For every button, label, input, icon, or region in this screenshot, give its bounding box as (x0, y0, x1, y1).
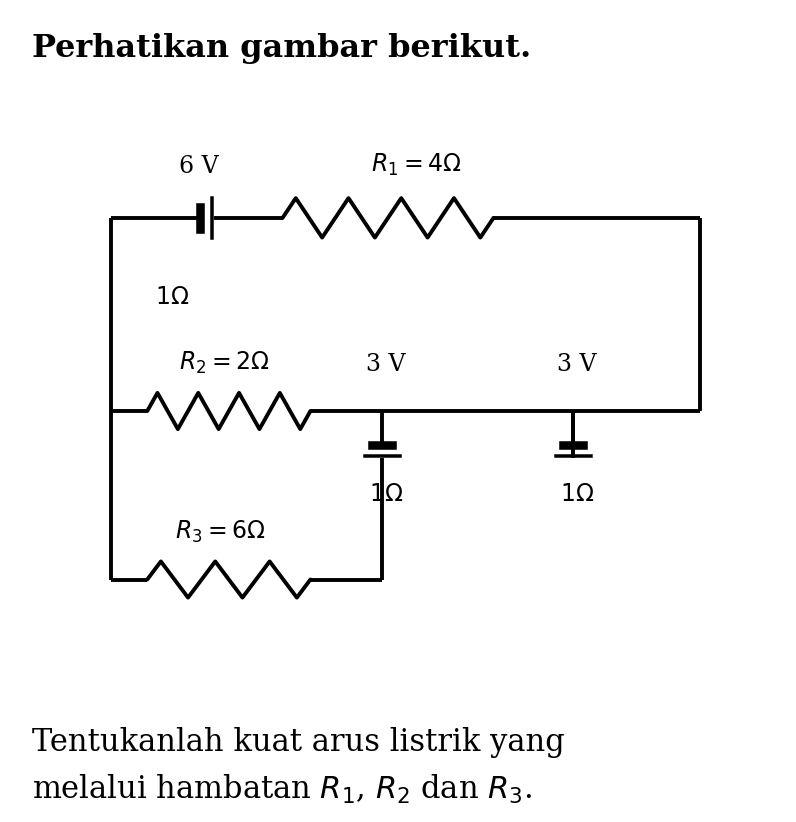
Text: $1\Omega$: $1\Omega$ (369, 483, 403, 506)
Text: Tentukanlah kuat arus listrik yang: Tentukanlah kuat arus listrik yang (32, 727, 564, 759)
Text: $1\Omega$: $1\Omega$ (560, 483, 594, 506)
Text: 6 V: 6 V (179, 155, 219, 178)
Text: Perhatikan gambar berikut.: Perhatikan gambar berikut. (32, 33, 531, 64)
Text: 3 V: 3 V (557, 353, 597, 376)
Text: melalui hambatan $R_1$, $R_2$ dan $R_3$.: melalui hambatan $R_1$, $R_2$ dan $R_3$. (32, 773, 532, 806)
Text: $R_3 = 6\Omega$: $R_3 = 6\Omega$ (175, 519, 267, 545)
Text: $R_1 = 4\Omega$: $R_1 = 4\Omega$ (370, 152, 462, 178)
Text: $1\Omega$: $1\Omega$ (155, 287, 189, 309)
Text: $R_2 = 2\Omega$: $R_2 = 2\Omega$ (179, 350, 271, 376)
Text: 3 V: 3 V (366, 353, 406, 376)
